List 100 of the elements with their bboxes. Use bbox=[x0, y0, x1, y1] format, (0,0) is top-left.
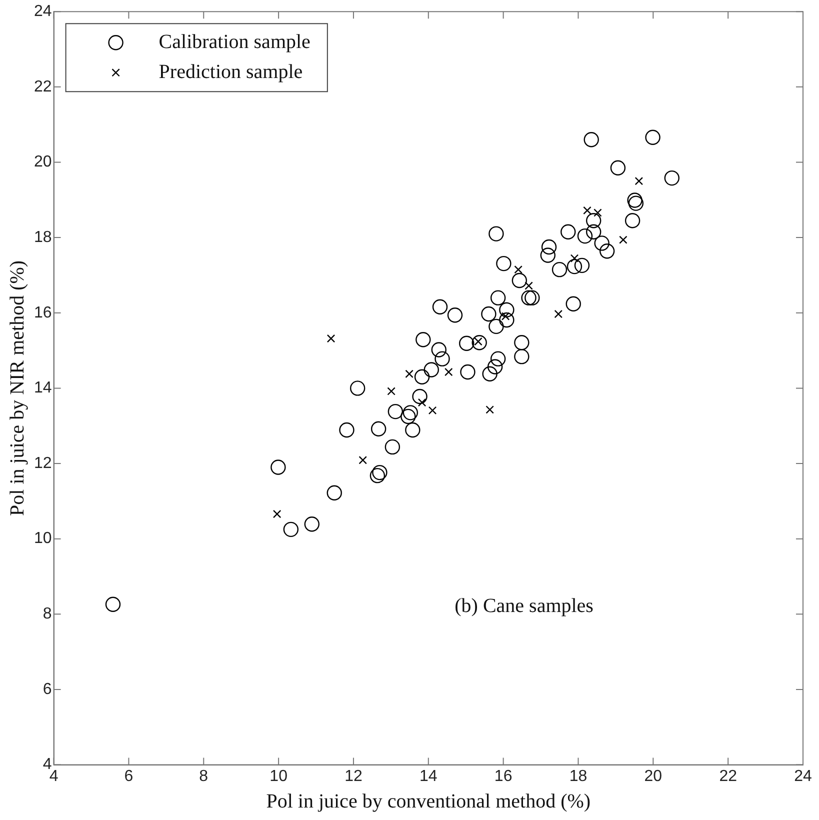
y-tick-label: 20 bbox=[34, 154, 52, 171]
point bbox=[577, 228, 593, 244]
point bbox=[554, 310, 563, 318]
x-tick-label: 20 bbox=[644, 768, 662, 785]
point bbox=[599, 244, 615, 259]
x-tick-label: 12 bbox=[344, 768, 362, 785]
point bbox=[487, 359, 503, 374]
point bbox=[499, 302, 514, 318]
point bbox=[370, 421, 386, 436]
point bbox=[524, 290, 540, 306]
point bbox=[418, 398, 426, 407]
point bbox=[412, 388, 428, 404]
point bbox=[586, 224, 602, 240]
point bbox=[350, 380, 366, 396]
x-tick-label: 18 bbox=[569, 768, 588, 785]
point bbox=[432, 299, 448, 314]
x-tick-label: 8 bbox=[199, 768, 208, 785]
point bbox=[496, 256, 512, 272]
x-axis-title: Pol in juice by conventional method (%) bbox=[266, 790, 591, 812]
point bbox=[460, 364, 476, 380]
x-tick-label: 6 bbox=[124, 768, 134, 785]
x-tick-label: 10 bbox=[270, 768, 288, 785]
point bbox=[283, 522, 299, 538]
point bbox=[428, 406, 437, 415]
point bbox=[664, 170, 680, 186]
point bbox=[326, 334, 336, 343]
y-tick-label: 14 bbox=[34, 380, 52, 397]
point bbox=[540, 248, 556, 263]
y-tick-label: 24 bbox=[34, 3, 52, 20]
y-tick-label: 22 bbox=[34, 78, 52, 96]
point bbox=[486, 406, 494, 414]
legend-label: Prediction sample bbox=[158, 60, 303, 83]
point bbox=[566, 258, 582, 274]
point bbox=[514, 265, 522, 274]
point bbox=[627, 192, 642, 208]
point bbox=[358, 456, 367, 464]
point bbox=[490, 351, 506, 366]
y-tick-label: 6 bbox=[42, 680, 52, 698]
point bbox=[574, 258, 590, 274]
point bbox=[447, 308, 463, 323]
point bbox=[560, 224, 576, 240]
point bbox=[586, 213, 602, 228]
point bbox=[552, 262, 568, 278]
point bbox=[570, 254, 579, 262]
point bbox=[512, 272, 528, 288]
point bbox=[524, 282, 533, 290]
point bbox=[372, 464, 388, 480]
point bbox=[619, 236, 628, 244]
point bbox=[514, 348, 530, 364]
point bbox=[459, 336, 474, 351]
point bbox=[384, 439, 400, 455]
y-tick-label: 12 bbox=[34, 454, 52, 472]
point bbox=[431, 342, 446, 358]
legend-label: Calibration sample bbox=[158, 30, 311, 53]
point bbox=[482, 366, 498, 382]
point bbox=[370, 468, 386, 484]
point bbox=[499, 312, 514, 328]
point bbox=[472, 335, 487, 350]
x-tick-label: 22 bbox=[719, 768, 738, 785]
point bbox=[304, 516, 320, 532]
point bbox=[481, 306, 496, 322]
point bbox=[402, 405, 418, 420]
point bbox=[339, 422, 354, 438]
point bbox=[645, 130, 660, 145]
point bbox=[514, 335, 530, 350]
point bbox=[628, 196, 644, 211]
point bbox=[270, 460, 286, 475]
y-tick-label: 10 bbox=[34, 530, 52, 548]
point bbox=[414, 369, 430, 384]
point bbox=[624, 213, 640, 228]
point bbox=[444, 368, 453, 376]
point bbox=[387, 387, 396, 396]
point bbox=[594, 208, 602, 217]
point bbox=[488, 226, 504, 242]
y-tick-label: 8 bbox=[42, 606, 52, 623]
point bbox=[584, 132, 599, 148]
annotation: (b) Cane samples bbox=[454, 594, 594, 617]
point bbox=[434, 351, 450, 366]
point bbox=[416, 332, 431, 348]
point bbox=[105, 596, 121, 612]
point bbox=[521, 290, 536, 306]
point bbox=[388, 404, 404, 420]
y-axis-title: Pol in juice by NIR method (%) bbox=[6, 260, 28, 516]
point bbox=[490, 290, 506, 306]
point bbox=[405, 370, 414, 378]
point bbox=[326, 485, 342, 500]
point bbox=[541, 239, 557, 255]
y-tick-label: 16 bbox=[34, 304, 52, 322]
point bbox=[610, 160, 626, 176]
point bbox=[566, 296, 581, 312]
x-tick-label: 16 bbox=[494, 768, 512, 785]
point bbox=[405, 422, 420, 438]
y-tick-label: 4 bbox=[42, 756, 52, 774]
point bbox=[583, 206, 592, 215]
y-tick-label: 18 bbox=[34, 228, 52, 246]
point bbox=[488, 318, 504, 334]
point bbox=[594, 236, 610, 251]
point bbox=[634, 176, 644, 186]
point bbox=[400, 408, 416, 424]
x-tick-label: 14 bbox=[420, 768, 438, 785]
